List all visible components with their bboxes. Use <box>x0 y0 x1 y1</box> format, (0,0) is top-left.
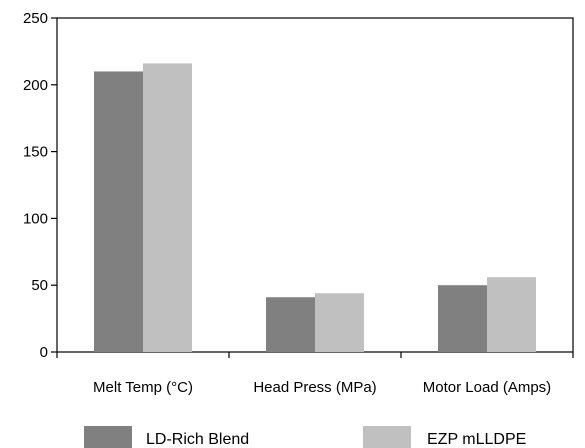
y-tick-label: 150 <box>23 144 48 161</box>
bar-series-2 <box>143 63 192 352</box>
bar-series-1 <box>438 285 487 352</box>
bar-series-1 <box>266 297 315 352</box>
y-tick-label: 0 <box>40 344 48 361</box>
bar-series-2 <box>487 277 536 352</box>
y-tick-label: 100 <box>23 210 48 227</box>
y-tick-label: 50 <box>31 277 48 294</box>
x-axis: Melt Temp (°C) Head Press (MPa) Motor Load… <box>56 352 574 396</box>
x-category-label: Head Press (MPa) <box>253 379 376 396</box>
x-category-label: Motor Load (Amps) <box>423 379 551 396</box>
legend: LD-Rich Blend EZP mLLDPE <box>84 426 526 448</box>
x-category-label: Melt Temp (°C) <box>93 379 193 396</box>
bar-series-2 <box>315 293 364 352</box>
y-tick-label: 200 <box>23 77 48 94</box>
bars <box>94 63 536 352</box>
y-axis: 0 50 100 150 200 250 <box>23 10 57 361</box>
y-tick-label: 250 <box>23 10 48 27</box>
bar-series-1 <box>94 71 143 352</box>
legend-label: LD-Rich Blend <box>146 431 249 448</box>
legend-swatch <box>363 426 411 448</box>
legend-label: EZP mLLDPE <box>427 431 526 448</box>
legend-swatch <box>84 426 132 448</box>
